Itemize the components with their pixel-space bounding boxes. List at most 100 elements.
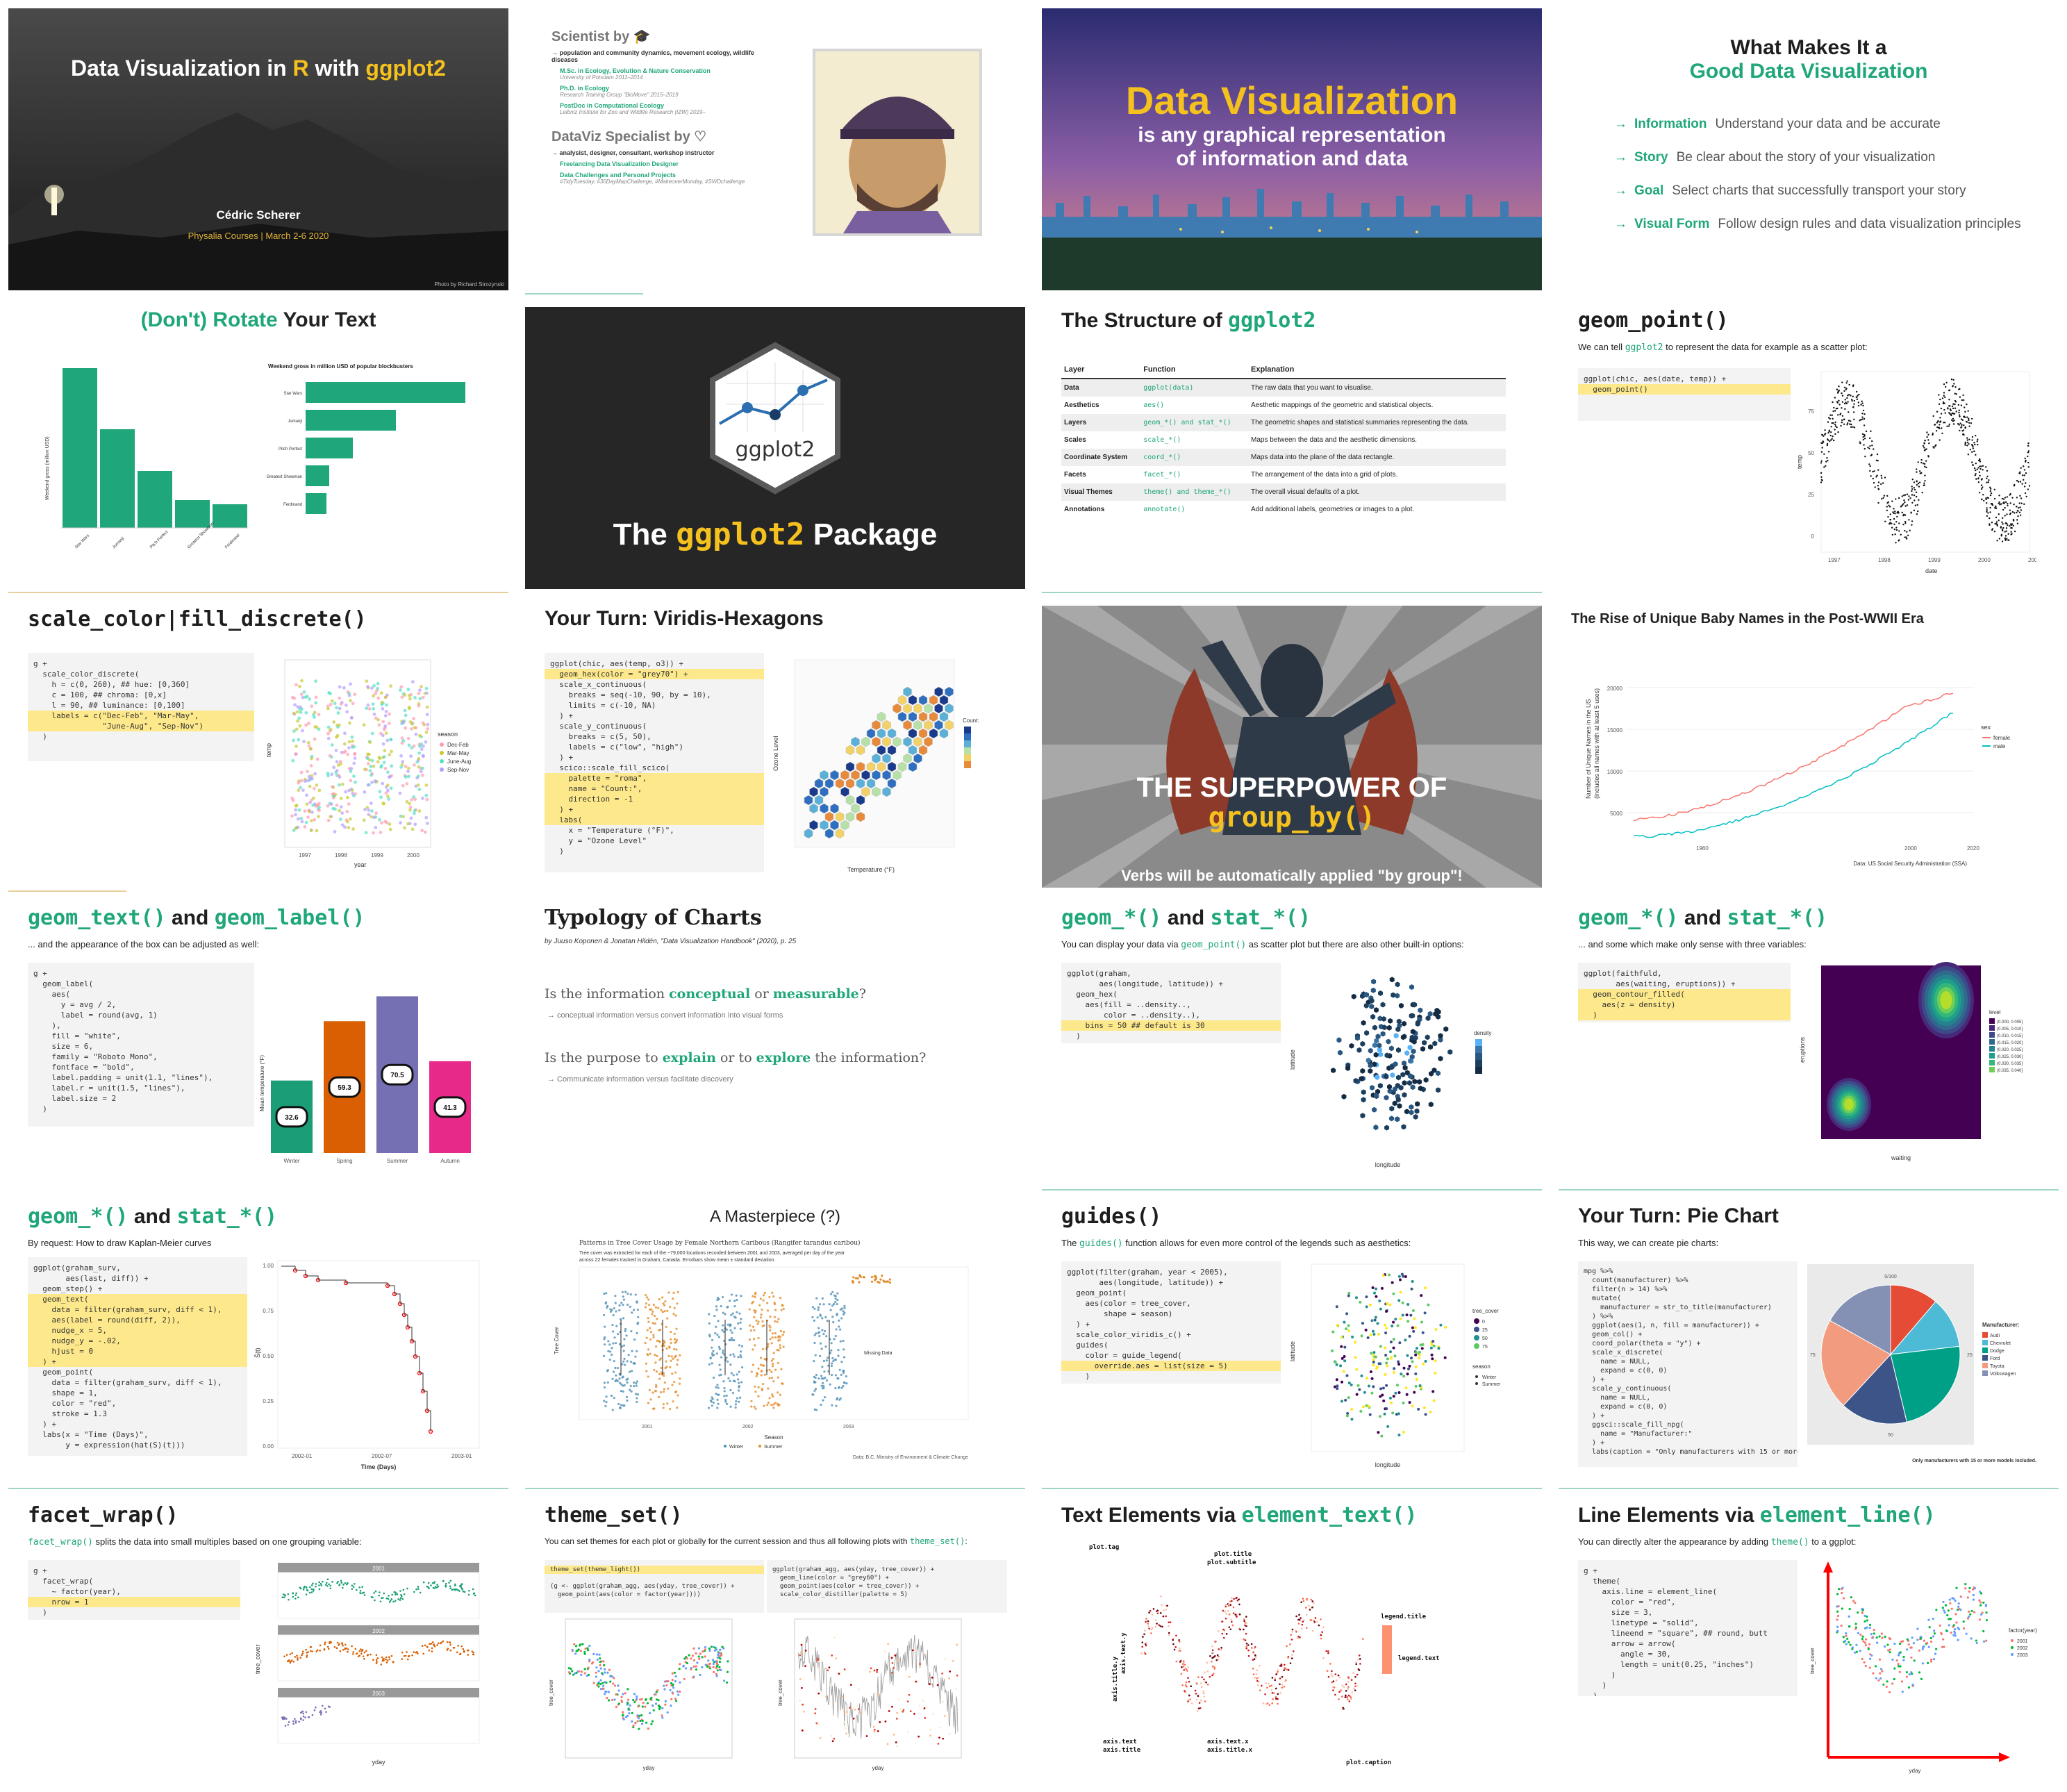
data-point <box>1228 1613 1231 1616</box>
data-point <box>649 1398 652 1401</box>
data-point <box>1202 1690 1205 1693</box>
slide-baby-names[interactable]: The Rise of Unique Baby Names in the Pos… <box>1550 597 2067 896</box>
data-point <box>1965 1632 1968 1635</box>
data-point <box>931 1676 933 1679</box>
data-point <box>1258 1681 1260 1683</box>
data-point <box>1998 502 2000 505</box>
data-point <box>1375 1287 1378 1291</box>
slide-kaplan-meier[interactable]: geom_*() and stat_*() By request: How to… <box>0 1195 517 1493</box>
data-point <box>1897 1654 1900 1657</box>
data-point <box>1264 1693 1266 1695</box>
y-axis-title: Number of Unique Names in the US <box>1585 699 1592 799</box>
data-point <box>607 1699 611 1702</box>
slide-scientist[interactable]: Scientist by 🎓 → population and communit… <box>517 0 1034 299</box>
hex-bin <box>1438 1056 1443 1062</box>
slide-facet-wrap[interactable]: facet_wrap() facet_wrap() splits the dat… <box>0 1493 517 1792</box>
data-point <box>413 811 416 815</box>
x-axis-title: date <box>1925 567 1938 574</box>
data-point <box>1281 1684 1284 1686</box>
data-point <box>319 1644 322 1647</box>
data-point <box>1143 1652 1146 1654</box>
data-point <box>722 1349 724 1352</box>
data-point <box>1957 404 1960 406</box>
slide-masterpiece[interactable]: A Masterpiece (?) Patterns in Tree Cover… <box>517 1195 1034 1493</box>
data-point <box>678 1382 681 1385</box>
facet-title: facet_wrap() <box>28 1503 179 1527</box>
data-point <box>292 1592 294 1595</box>
slide-pie-chart[interactable]: Your Turn: Pie Chart This way, we can cr… <box>1550 1195 2067 1493</box>
data-point <box>627 1707 630 1710</box>
slide-viridis-hexagons[interactable]: Your Turn: Viridis-Hexagons ggplot(chic,… <box>517 597 1034 896</box>
hex-bin <box>1400 1072 1406 1078</box>
data-point <box>612 1330 615 1333</box>
data-point <box>2009 509 2011 511</box>
slide-contour[interactable]: geom_*() and stat_*() ... and some which… <box>1550 896 2067 1195</box>
superhero-illustration <box>1042 606 1542 888</box>
slide-ggplot2-package[interactable]: ggplot2 The ggplot2 Package <box>517 299 1034 597</box>
data-point <box>1930 1640 1933 1643</box>
slide-geom-point[interactable]: geom_point() We can tell ggplot2 to repr… <box>1550 299 2067 597</box>
data-point <box>1215 1641 1217 1643</box>
slide-group-by[interactable]: THE SUPERPOWER OF group_by() Verbs will … <box>1034 597 1550 896</box>
sub-part: ggplot2 <box>1625 342 1663 353</box>
slide-theme-set[interactable]: theme_set() You can set themes for each … <box>517 1493 1034 1792</box>
table-cell: scale_*() <box>1143 436 1181 444</box>
slide-dataviz-definition[interactable]: Data Visualization is any graphical repr… <box>1034 0 1550 299</box>
hex-bin <box>824 778 834 789</box>
label-plot-tag: plot.tag <box>1089 1544 1119 1551</box>
data-point <box>1955 1586 1958 1589</box>
hex-bin <box>1377 1015 1383 1022</box>
data-point <box>301 695 305 699</box>
data-point <box>739 1354 742 1357</box>
slide-guides[interactable]: guides() The guides() function allows fo… <box>1034 1195 1550 1493</box>
data-point <box>1268 1685 1271 1687</box>
data-point <box>1961 424 1963 426</box>
data-point <box>825 1379 829 1382</box>
data-point <box>1372 1354 1375 1357</box>
data-point <box>1879 1672 1882 1675</box>
data-point <box>390 1654 393 1657</box>
data-point <box>1941 432 1943 435</box>
code-line: ) <box>550 847 564 856</box>
data-point <box>442 1640 445 1643</box>
data-point <box>287 1723 290 1726</box>
value-label: 70.5 <box>390 1072 404 1079</box>
q-part: explain <box>662 1050 716 1065</box>
slide-typology[interactable]: Typology of Charts by Juuso Koponen & Jo… <box>517 896 1034 1195</box>
slide-geom-hex-density[interactable]: geom_*() and stat_*() You can display yo… <box>1034 896 1550 1195</box>
slide-structure[interactable]: The Structure of ggplot2 Layer Function Ex… <box>1034 299 1550 597</box>
data-point <box>1861 416 1863 418</box>
data-point <box>777 1376 779 1379</box>
slide-title[interactable]: Data Visualization in R with ggplot2 Céd… <box>0 0 517 299</box>
data-point <box>725 1328 728 1331</box>
data-point <box>379 765 383 769</box>
slide-rotate-text[interactable]: (Don't) Rotate Your Text Weekend gross (… <box>0 299 517 597</box>
data-point <box>1985 497 1987 499</box>
data-point <box>1964 442 1966 445</box>
data-point <box>1868 463 1870 465</box>
slide-good-dataviz[interactable]: What Makes It a Good Data Visualization … <box>1550 0 2067 299</box>
data-point <box>378 1594 380 1597</box>
data-point <box>647 1317 649 1320</box>
data-point <box>1375 1295 1378 1298</box>
hex-bin <box>861 770 870 781</box>
data-point <box>1971 464 1974 466</box>
slide-element-text[interactable]: Text Elements via element_text() plot.ta… <box>1034 1493 1550 1792</box>
code-text: g + theme( axis.line = element_line( col… <box>1584 1566 1768 1696</box>
data-point <box>701 1666 704 1668</box>
data-point <box>1399 1278 1402 1281</box>
value-label-box <box>328 1076 361 1098</box>
data-point <box>615 1693 617 1696</box>
data-point <box>365 756 370 761</box>
data-point <box>436 1584 438 1586</box>
data-point <box>2020 509 2023 511</box>
data-point <box>752 1338 756 1341</box>
data-point <box>2025 459 2027 462</box>
slide-geom-label[interactable]: geom_text() and geom_label() ... and the… <box>0 896 517 1195</box>
slide-scale-color[interactable]: scale_color|fill_discrete() g + scale_co… <box>0 597 517 896</box>
slide-element-line[interactable]: Line Elements via element_line() You can… <box>1550 1493 2067 1792</box>
data-point <box>1894 511 1896 513</box>
data-point <box>413 726 417 730</box>
data-point <box>645 1336 648 1339</box>
data-point <box>1972 1598 1975 1601</box>
